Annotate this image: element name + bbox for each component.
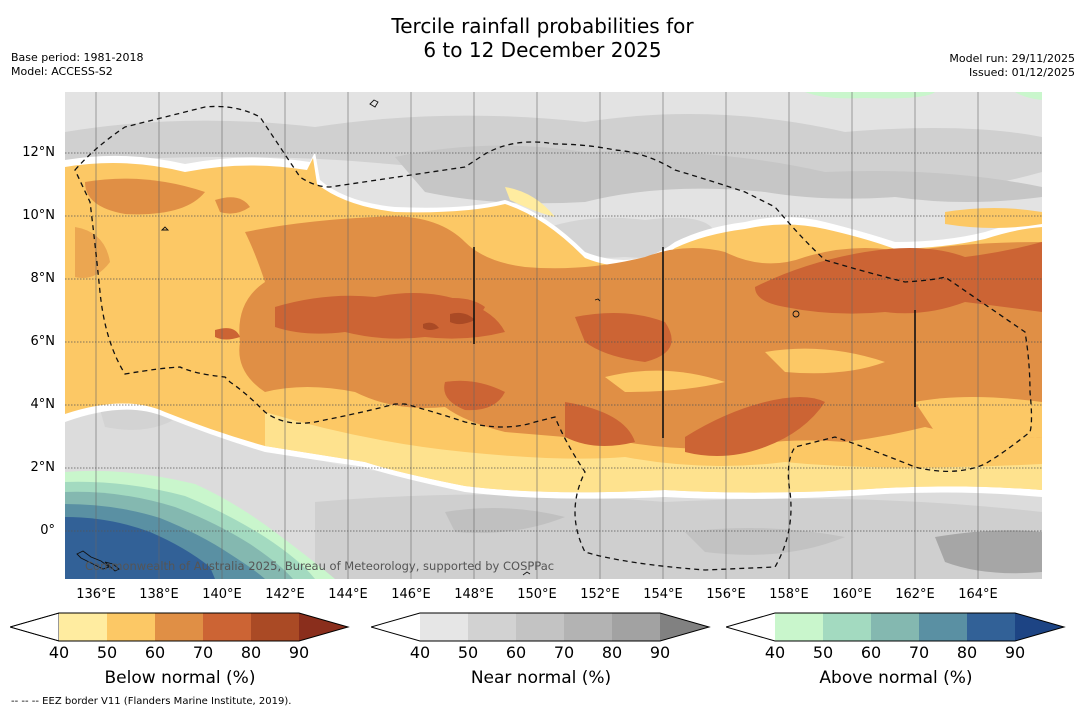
colorbar-below-normal-svg	[8, 612, 350, 642]
near-normal-shading	[65, 114, 1042, 579]
cb2-seg-4	[919, 613, 967, 641]
model-run: Model run: 29/11/2025	[949, 52, 1075, 65]
cb2-tick: 50	[812, 643, 834, 662]
cb1-seg-1	[420, 613, 468, 641]
cb1-tick: 40	[409, 643, 431, 662]
cb2-tick: 70	[908, 643, 930, 662]
lat-label: 6°N	[30, 334, 56, 349]
cb1-title: Near normal (%)	[470, 668, 612, 688]
below-normal-shading	[65, 152, 1042, 499]
above-normal-shading	[65, 470, 335, 579]
lon-label: 146°E	[391, 587, 431, 602]
colorbar-below-normal	[8, 612, 350, 642]
lon-label: 136°E	[76, 587, 116, 602]
copyright-watermark: Commonwealth of Australia 2025, Bureau o…	[85, 559, 555, 573]
cb0-seg-3	[155, 613, 203, 641]
lon-label: 158°E	[769, 587, 809, 602]
meta-right: Model run: 29/11/2025 Issued: 01/12/2025	[949, 52, 1075, 80]
cb2-title: Above normal (%)	[819, 668, 973, 688]
lat-label: 0°	[40, 523, 55, 538]
cb0-seg-0	[8, 612, 60, 642]
lat-label: 8°N	[30, 271, 56, 286]
cb2-tick: 60	[860, 643, 882, 662]
colorbar-above-normal	[724, 612, 1066, 642]
cb1-seg-2	[468, 613, 516, 641]
lon-label: 160°E	[832, 587, 872, 602]
cb2-tick: 40	[764, 643, 786, 662]
model-name: Model: ACCESS-S2	[11, 65, 113, 78]
title-line-1: Tercile rainfall probabilities for	[391, 14, 694, 38]
cb2-seg-5	[967, 613, 1015, 641]
lat-label: 4°N	[30, 397, 56, 412]
lon-label: 150°E	[517, 587, 557, 602]
cb1-tick: 60	[505, 643, 527, 662]
colorbar-near-normal-svg	[369, 612, 711, 642]
lon-label: 138°E	[139, 587, 179, 602]
cb1-seg-3	[516, 613, 564, 641]
lon-label: 144°E	[328, 587, 368, 602]
map-svg	[65, 92, 1042, 579]
meta-left: Base period: 1981-2018 Model: ACCESS-S2	[11, 51, 143, 79]
cb0-seg-1	[59, 613, 107, 641]
map-panel[interactable]	[65, 92, 1042, 579]
cb0-tick: 80	[240, 643, 262, 662]
title-line-2: 6 to 12 December 2025	[423, 38, 662, 62]
lat-label: 12°N	[22, 145, 55, 160]
cb0-seg-4	[203, 613, 251, 641]
lon-label: 154°E	[643, 587, 683, 602]
cb0-title: Below normal (%)	[104, 668, 256, 688]
cb0-tick: 40	[48, 643, 70, 662]
cb2-seg-1	[775, 613, 823, 641]
map-title: Tercile rainfall probabilities for 6 to …	[0, 14, 1085, 62]
cb1-tick: 70	[553, 643, 575, 662]
cb0-seg-5	[251, 613, 299, 641]
lon-label: 142°E	[265, 587, 305, 602]
boundary-lines	[473, 247, 916, 438]
lon-label: 162°E	[895, 587, 935, 602]
lon-label: 152°E	[580, 587, 620, 602]
eez-border	[74, 105, 1033, 571]
cb2-seg-0	[726, 613, 775, 641]
cb2-seg-6	[1015, 613, 1064, 641]
colorbar-near-normal	[369, 612, 711, 642]
cb1-seg-6	[660, 613, 709, 641]
cb1-seg-0	[371, 613, 420, 641]
cb1-tick: 90	[649, 643, 671, 662]
cb1-seg-5	[612, 613, 660, 641]
cb2-seg-3	[871, 613, 919, 641]
issued-date: Issued: 01/12/2025	[968, 66, 1075, 79]
lon-label: 156°E	[706, 587, 746, 602]
cb1-tick: 80	[601, 643, 623, 662]
eez-footnote: -- -- -- EEZ border V11 (Flanders Marine…	[11, 696, 292, 707]
above-normal-top	[805, 92, 935, 99]
cb0-tick: 70	[192, 643, 214, 662]
cb2-tick: 80	[956, 643, 978, 662]
cb2-seg-2	[823, 613, 871, 641]
cb1-seg-4	[564, 613, 612, 641]
lat-label: 10°N	[22, 208, 55, 223]
islands	[76, 99, 800, 576]
cb0-seg-6	[299, 613, 348, 641]
base-period: Base period: 1981-2018	[11, 51, 144, 64]
lat-label: 2°N	[30, 460, 56, 475]
latitude-grid	[65, 152, 1042, 532]
colorbar-above-normal-svg	[724, 612, 1066, 642]
cb1-tick: 50	[457, 643, 479, 662]
lon-label: 140°E	[202, 587, 242, 602]
lon-label: 148°E	[454, 587, 494, 602]
cb0-tick: 60	[144, 643, 166, 662]
cb0-tick: 50	[96, 643, 118, 662]
lon-label: 164°E	[958, 587, 998, 602]
cb2-tick: 90	[1004, 643, 1026, 662]
cb0-seg-2	[107, 613, 155, 641]
cb0-tick: 90	[288, 643, 310, 662]
